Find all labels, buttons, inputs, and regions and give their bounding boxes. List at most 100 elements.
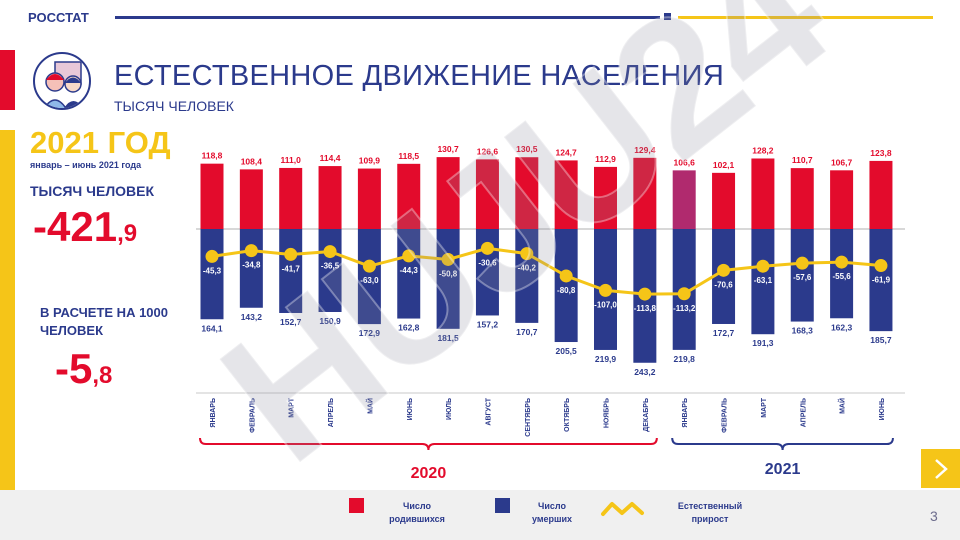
births-value-label: 118,8 [202, 151, 223, 161]
deaths-bar [357, 229, 381, 325]
births-value-label: 126,6 [477, 146, 499, 156]
deaths-value-label: 157,2 [477, 319, 499, 329]
legend-deaths-swatch [495, 498, 510, 513]
next-slide-button[interactable] [921, 449, 960, 488]
legend-bar [0, 490, 960, 540]
deaths-value-label: 152,7 [280, 317, 302, 327]
deaths-bar [830, 229, 854, 319]
births-value-label: 123,8 [870, 148, 892, 158]
growth-value-label: -57,6 [793, 273, 812, 282]
accent-tab-red [0, 50, 15, 110]
growth-point [362, 259, 376, 273]
deaths-value-label: 143,2 [241, 312, 263, 322]
deaths-bar [436, 229, 460, 329]
month-tick-label: СЕНТЯБРЬ [525, 398, 532, 437]
month-tick-label: МАРТ [761, 397, 768, 417]
growth-value-label: -70,6 [714, 280, 733, 289]
growth-value-label: -113,2 [673, 304, 696, 313]
header-rule-accent [678, 16, 933, 19]
deaths-bar [515, 229, 539, 323]
growth-point [756, 259, 770, 273]
growth-point [717, 263, 731, 277]
births-value-label: 129,4 [634, 145, 656, 155]
legend-births-swatch [349, 498, 364, 513]
deaths-value-label: 172,9 [359, 328, 381, 338]
month-tick-label: АВГУСТ [485, 397, 492, 425]
births-value-label: 112,9 [595, 154, 616, 164]
growth-point [205, 249, 219, 263]
deaths-bar [279, 229, 303, 313]
kpi-total-frac: ,9 [117, 220, 138, 247]
births-bar [515, 157, 539, 229]
births-bar [712, 172, 736, 229]
births-bar [397, 163, 421, 229]
deaths-value-label: 170,7 [516, 327, 538, 337]
growth-value-label: -41,7 [282, 264, 301, 273]
births-value-label: 102,1 [713, 160, 735, 170]
page-number: 3 [930, 508, 938, 524]
month-tick-label: ЯНВАРЬ [682, 398, 689, 428]
growth-value-label: -55,6 [832, 272, 851, 281]
growth-point [402, 249, 416, 263]
deaths-value-label: 164,1 [201, 323, 223, 333]
month-tick-label: ИЮНЬ [407, 398, 414, 420]
kpi-total-int: -421 [33, 203, 118, 250]
legend-growth-swatch [601, 502, 644, 516]
period-label: январь – июнь 2021 года [30, 160, 142, 170]
deaths-bar [751, 229, 775, 335]
growth-value-label: -80,8 [557, 286, 576, 295]
month-tick-label: ЯНВАРЬ [210, 398, 217, 428]
growth-value-label: -50,8 [439, 269, 458, 278]
accent-tab-yellow [0, 130, 15, 540]
births-value-label: 128,2 [752, 145, 774, 155]
growth-value-label: -45,3 [203, 266, 222, 275]
deaths-value-label: 219,9 [595, 354, 617, 364]
family-icon [33, 52, 91, 110]
growth-value-label: -44,3 [400, 266, 419, 275]
month-tick-label: АПРЕЛЬ [328, 398, 335, 427]
growth-point [323, 245, 337, 259]
deaths-bar [790, 229, 814, 322]
growth-point [599, 283, 612, 297]
births-value-label: 111,0 [281, 155, 302, 165]
year-bracket [199, 437, 658, 451]
month-tick-label: МАРТ [289, 397, 296, 417]
growth-point [284, 247, 298, 261]
births-bar [672, 170, 696, 229]
growth-point [559, 269, 573, 283]
kpi-rate-label: В РАСЧЕТЕ НА 1000 ЧЕЛОВЕК [40, 305, 168, 338]
births-bar [751, 158, 775, 229]
growth-point [677, 287, 691, 301]
month-tick-label: ОКТЯБРЬ [564, 398, 571, 432]
month-tick-label: ФЕВРАЛЬ [249, 398, 256, 433]
births-bar [200, 163, 224, 229]
header-rule-marker [664, 13, 671, 20]
deaths-bar [869, 229, 893, 332]
births-value-label: 110,7 [792, 155, 813, 165]
page-title: ЕСТЕСТВЕННОЕ ДВИЖЕНИЕ НАСЕЛЕНИЯ [114, 60, 725, 92]
year-bracket [671, 437, 894, 451]
growth-point [835, 255, 849, 269]
births-value-label: 106,7 [831, 157, 853, 167]
births-bar [869, 160, 893, 229]
births-bar [790, 168, 814, 229]
deaths-value-label: 219,8 [674, 354, 696, 364]
year-group-label: 2020 [411, 465, 447, 482]
growth-value-label: -30,6 [478, 258, 497, 267]
growth-value-label: -63,1 [754, 276, 773, 285]
month-tick-label: МАЙ [365, 398, 374, 414]
kpi-rate-int: -5 [55, 345, 93, 392]
kpi-rate-value: -5,8 [55, 345, 112, 393]
legend-growth-label: Естественный прирост [677, 501, 743, 524]
births-value-label: 109,9 [359, 156, 381, 166]
growth-point [638, 287, 652, 301]
births-value-label: 118,5 [398, 151, 419, 161]
legend-births-label: Число родившихся [389, 501, 445, 524]
deaths-value-label: 181,5 [437, 333, 459, 343]
growth-point [520, 247, 534, 261]
births-value-label: 108,4 [241, 156, 263, 166]
page-subtitle: ТЫСЯЧ ЧЕЛОВЕК [114, 98, 234, 114]
births-value-label: 106,6 [674, 157, 696, 167]
growth-value-label: -40,2 [518, 264, 537, 273]
